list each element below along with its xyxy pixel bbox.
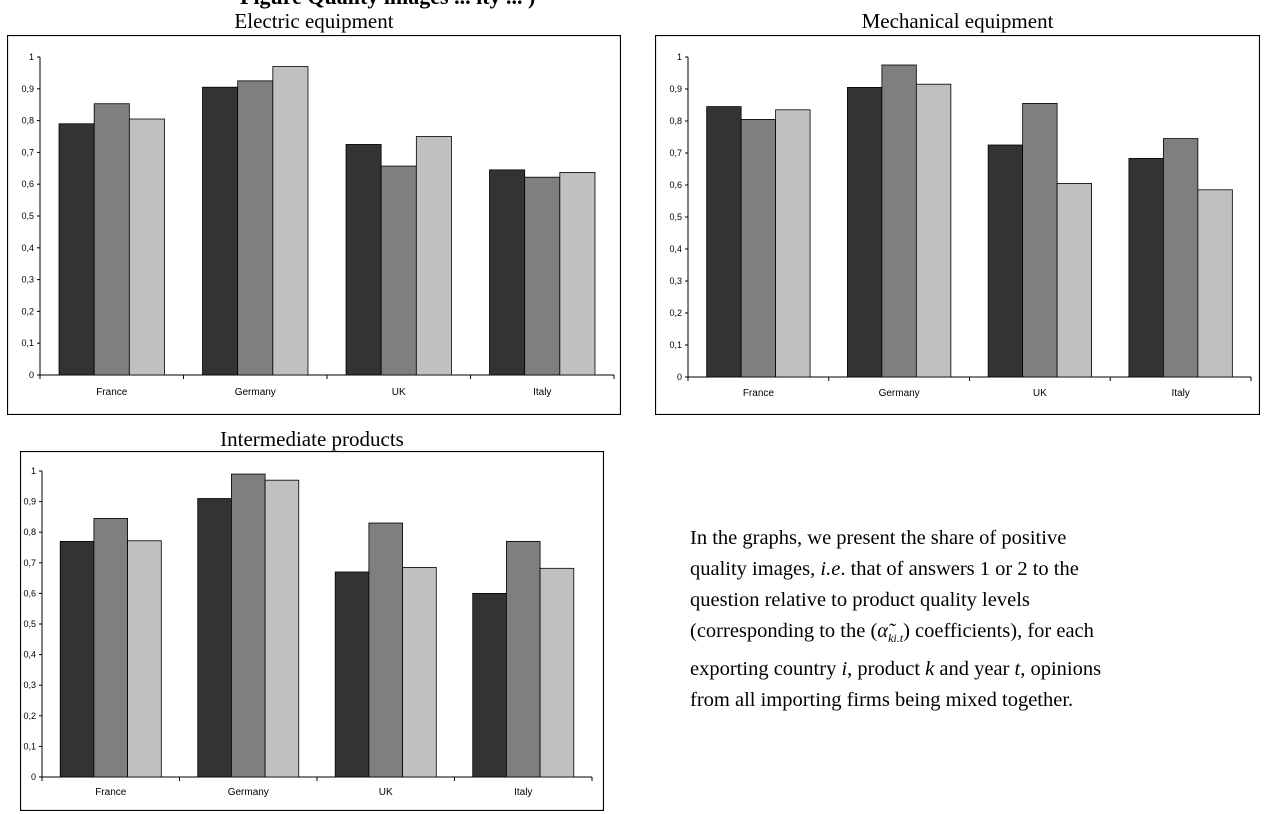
y-tick-label: 0,7	[23, 558, 36, 568]
chart-title-electric: Electric equipment	[234, 9, 394, 33]
caption-line-6: from all importing firms being mixed tog…	[690, 689, 1074, 712]
x-category-label: UK	[1033, 388, 1047, 399]
x-category-label: UK	[379, 787, 393, 798]
x-category-label: Germany	[879, 388, 920, 399]
y-tick-label: 0,5	[23, 619, 36, 629]
bar-italy-series-2	[506, 540, 541, 778]
bar-uk-series-1	[345, 144, 382, 376]
caption-line-4: (corresponding to the (α̃ki.t) coefficie…	[690, 620, 1094, 646]
bar-uk-series-3	[1056, 182, 1093, 378]
x-category-label: Germany	[228, 787, 269, 798]
bar-germany-series-2	[237, 80, 274, 376]
y-tick-label: 0,4	[21, 243, 34, 253]
y-tick-label: 0	[31, 772, 36, 782]
bar-germany-series-1	[846, 87, 883, 378]
bar-france-series-3	[127, 540, 162, 778]
bar-uk-series-1	[334, 571, 370, 778]
x-category-label: France	[96, 387, 128, 398]
bar-uk-series-3	[402, 566, 437, 778]
figure-caption: In the graphs, we present the share of p…	[690, 523, 1256, 716]
bar-italy-series-3	[539, 567, 575, 778]
bar-uk-series-2	[1022, 103, 1058, 378]
x-category-label: Germany	[235, 387, 276, 398]
y-tick-label: 0,9	[21, 84, 34, 94]
y-tick-label: 1	[31, 466, 36, 476]
y-tick-label: 0,5	[669, 212, 682, 222]
y-tick-label: 0,8	[669, 116, 682, 126]
x-category-label: UK	[392, 387, 406, 398]
bar-germany-series-1	[202, 86, 239, 376]
bar-france-series-1	[706, 106, 742, 378]
y-tick-label: 0,3	[21, 275, 34, 285]
chart-mechanical-equipment: 0 0,1 0,2 0,3 0,4 0,5 0,6 0,7 0,8 0,9 1 France Germa…	[655, 35, 1260, 415]
bar-uk-series-2	[380, 165, 417, 376]
y-tick-label: 0	[29, 370, 34, 380]
bar-germany-series-2	[231, 473, 266, 778]
bar-italy-series-3	[1197, 189, 1233, 378]
y-tick-label: 0,2	[21, 306, 34, 316]
figure-header-fragment: Figure Quality images ... ity ... )	[240, 0, 535, 10]
bar-italy-series-1	[1128, 158, 1164, 378]
caption-line-3: question relative to product quality lev…	[690, 589, 1030, 611]
bar-germany-series-3	[915, 83, 952, 378]
y-tick-label: 0,4	[23, 650, 36, 660]
chart-title-intermediate: Intermediate products	[220, 427, 404, 451]
bar-france-series-1	[58, 123, 95, 376]
y-tick-label: 0,3	[669, 276, 682, 286]
y-tick-label: 0,9	[669, 84, 682, 94]
bar-uk-series-1	[987, 144, 1024, 378]
bar-france-series-3	[775, 109, 811, 378]
bar-italy-series-3	[559, 172, 596, 376]
bar-germany-series-2	[881, 64, 917, 378]
bar-france-series-2	[740, 119, 777, 378]
x-category-label: France	[743, 388, 775, 399]
y-tick-label: 0,1	[669, 340, 682, 350]
bar-france-series-1	[59, 540, 95, 778]
y-tick-label: 0,2	[669, 308, 682, 318]
y-tick-label: 1	[677, 52, 682, 62]
caption-line-2: quality images, i.e. that of answers 1 o…	[690, 558, 1079, 580]
bar-france-series-2	[93, 103, 130, 376]
y-tick-label: 0,8	[23, 527, 36, 537]
y-tick-label: 0,1	[23, 741, 36, 751]
bar-italy-series-1	[472, 592, 507, 778]
bar-uk-series-3	[415, 136, 452, 376]
y-tick-label: 0,2	[23, 711, 36, 721]
x-category-label: Italy	[533, 387, 551, 398]
y-tick-label: 0,7	[21, 147, 34, 157]
caption-line-1: In the graphs, we present the share of p…	[690, 527, 1067, 549]
bar-italy-series-2	[524, 176, 561, 376]
y-tick-label: 0,8	[21, 116, 34, 126]
alpha-tilde-symbol: α̃	[877, 620, 889, 642]
x-category-label: France	[95, 787, 127, 798]
bar-france-series-3	[128, 118, 165, 376]
caption-line-5: exporting country i, product k and year …	[690, 658, 1102, 681]
y-tick-label: 0,6	[23, 588, 36, 598]
chart-title-mechanical: Mechanical equipment	[861, 9, 1054, 33]
y-tick-label: 0,6	[669, 180, 682, 190]
y-tick-label: 0,5	[21, 211, 34, 221]
bar-france-series-2	[93, 518, 128, 778]
y-tick-label: 0	[677, 372, 682, 382]
y-tick-label: 0,9	[23, 497, 36, 507]
x-category-label: Italy	[514, 787, 532, 798]
y-tick-label: 0,7	[669, 148, 682, 158]
alpha-subscript: ki.t	[888, 631, 904, 646]
chart-electric-equipment: 0 0,1 0,2 0,3 0,4 0,5 0,6 0,7 0,8 0,9 1 France Germa…	[7, 35, 621, 415]
bar-italy-series-1	[489, 169, 526, 376]
bar-germany-series-3	[264, 479, 300, 778]
y-tick-label: 0,6	[21, 179, 34, 189]
bar-uk-series-2	[368, 522, 403, 778]
y-tick-label: 0,1	[21, 338, 34, 348]
bar-germany-series-3	[272, 66, 309, 376]
y-tick-label: 1	[29, 52, 34, 62]
bar-germany-series-1	[197, 498, 232, 778]
bar-italy-series-2	[1162, 138, 1199, 378]
y-tick-label: 0,4	[669, 244, 682, 254]
chart-intermediate-products: 0 0,1 0,2 0,3 0,4 0,5 0,6 0,7 0,8 0,9 1 France Germa…	[20, 451, 604, 811]
x-category-label: Italy	[1171, 388, 1189, 399]
y-tick-label: 0,3	[23, 680, 36, 690]
